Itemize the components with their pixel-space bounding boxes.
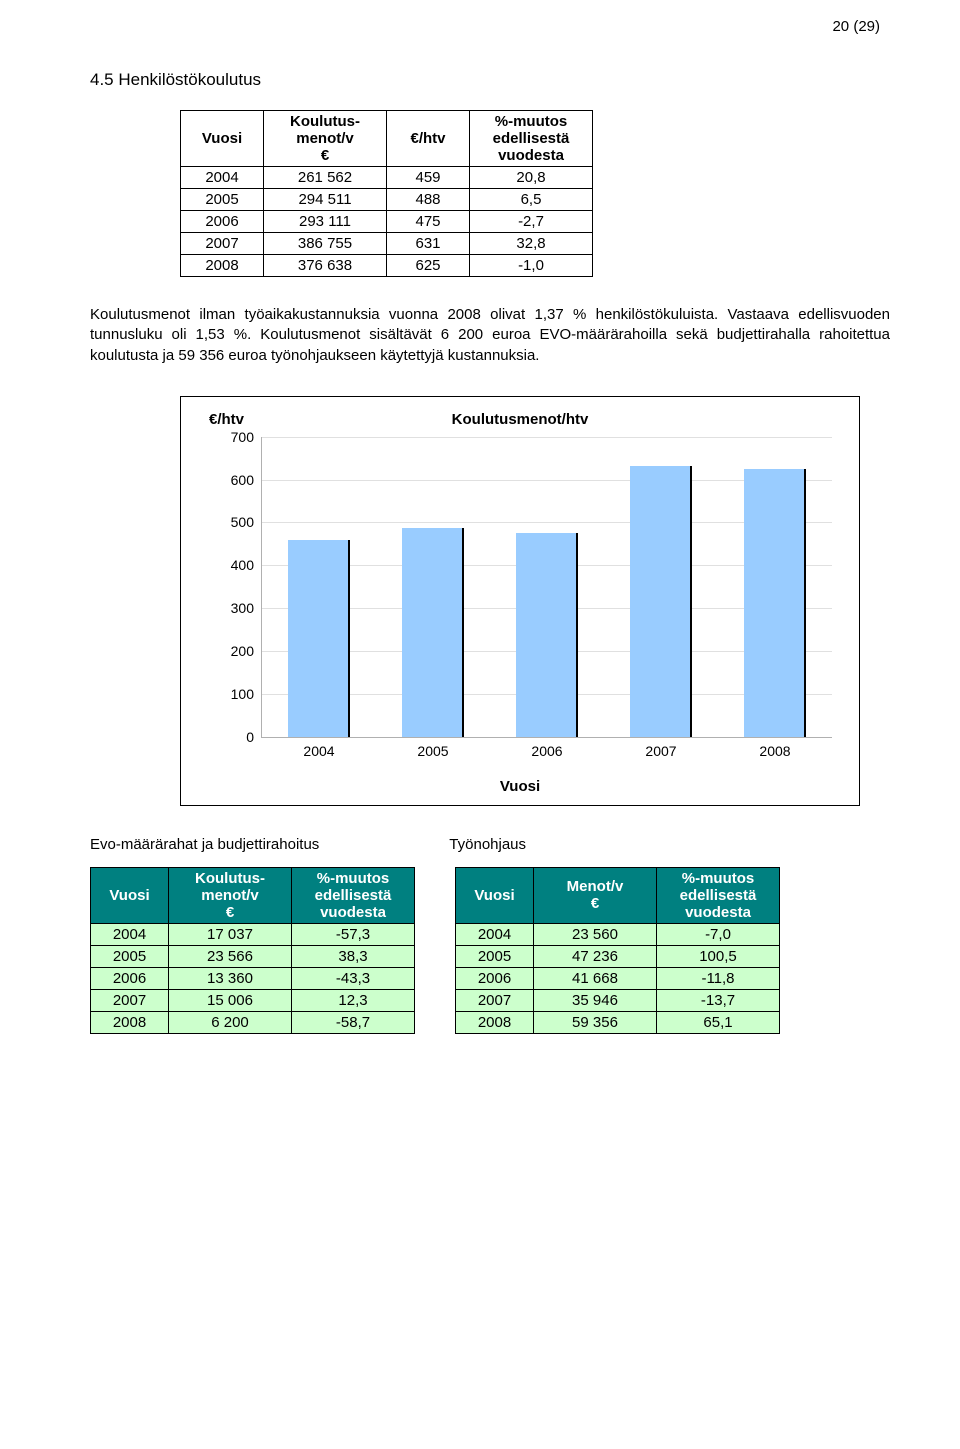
table-row: 2006293 111475-2,7 bbox=[181, 211, 593, 233]
body-text: Koulutusmenot ilman työaikakustannuksia … bbox=[90, 305, 890, 366]
table-row: 200613 360-43,3 bbox=[91, 967, 415, 989]
chart-ytick-label: 100 bbox=[231, 686, 262, 702]
table-row: 200641 668-11,8 bbox=[456, 967, 780, 989]
chart-ytick-label: 700 bbox=[231, 429, 262, 445]
table-row: 200417 037-57,3 bbox=[91, 923, 415, 945]
table1-header-muutos: %-muutosedellisestävuodesta bbox=[470, 111, 593, 167]
chart-ytick-label: 600 bbox=[231, 472, 262, 488]
table-row: 200715 00612,3 bbox=[91, 989, 415, 1011]
subtitle-evo: Evo-määrärahat ja budjettirahoitus bbox=[90, 836, 319, 853]
table1-header-htv: €/htv bbox=[387, 111, 470, 167]
chart-bar bbox=[516, 533, 579, 737]
table-row: 2004261 56245920,8 bbox=[181, 167, 593, 189]
chart-ytick-label: 0 bbox=[246, 729, 262, 745]
chart-x-axis-title: Vuosi bbox=[500, 778, 540, 795]
work-supervision-table: Vuosi Menot/v€ %-muutosedellisestävuodes… bbox=[455, 867, 780, 1034]
table-right-h2: %-muutosedellisestävuodesta bbox=[657, 867, 780, 923]
table-row: 2008376 638625-1,0 bbox=[181, 255, 593, 277]
chart-ytick-label: 300 bbox=[231, 600, 262, 616]
chart-ytick-label: 500 bbox=[231, 514, 262, 530]
chart-title: Koulutusmenot/htv bbox=[452, 411, 589, 428]
table-row: 200859 35665,1 bbox=[456, 1011, 780, 1033]
page-number: 20 (29) bbox=[832, 18, 880, 35]
table-right-h1: Menot/v€ bbox=[534, 867, 657, 923]
table-row: 200735 946-13,7 bbox=[456, 989, 780, 1011]
chart-ytick-label: 200 bbox=[231, 643, 262, 659]
chart-xtick-label: 2008 bbox=[759, 737, 790, 759]
table-left-h0: Vuosi bbox=[91, 867, 169, 923]
table-row: 20086 200-58,7 bbox=[91, 1011, 415, 1033]
table-row: 2007386 75563132,8 bbox=[181, 233, 593, 255]
table-row: 200423 560-7,0 bbox=[456, 923, 780, 945]
chart-xtick-label: 2006 bbox=[531, 737, 562, 759]
table-row: 2005294 5114886,5 bbox=[181, 189, 593, 211]
evo-budget-table: Vuosi Koulutus-menot/v€ %-muutosedellise… bbox=[90, 867, 415, 1034]
table-left-h1: Koulutus-menot/v€ bbox=[169, 867, 292, 923]
table-row: 200523 56638,3 bbox=[91, 945, 415, 967]
table1-header-menot: Koulutus-menot/v€ bbox=[264, 111, 387, 167]
section-heading: 4.5 Henkilöstökoulutus bbox=[90, 70, 890, 90]
chart-bar bbox=[402, 528, 465, 737]
chart-xtick-label: 2007 bbox=[645, 737, 676, 759]
chart-xtick-label: 2005 bbox=[417, 737, 448, 759]
table-left-h2: %-muutosedellisestävuodesta bbox=[292, 867, 415, 923]
table1-header-vuosi: Vuosi bbox=[181, 111, 264, 167]
chart-bar bbox=[630, 466, 693, 736]
chart-ytick-label: 400 bbox=[231, 557, 262, 573]
chart-bar bbox=[744, 469, 807, 737]
chart-bar bbox=[288, 540, 351, 737]
chart-xtick-label: 2004 bbox=[303, 737, 334, 759]
table-right-h0: Vuosi bbox=[456, 867, 534, 923]
table-row: 200547 236100,5 bbox=[456, 945, 780, 967]
training-cost-table: Vuosi Koulutus-menot/v€ €/htv %-muutosed… bbox=[180, 110, 593, 277]
chart-y-axis-title: €/htv bbox=[209, 411, 244, 428]
subtitle-tyonohjaus: Työnohjaus bbox=[449, 836, 526, 853]
training-cost-bar-chart: €/htv Koulutusmenot/htv 0 100 200 300 400 500… bbox=[180, 396, 860, 806]
